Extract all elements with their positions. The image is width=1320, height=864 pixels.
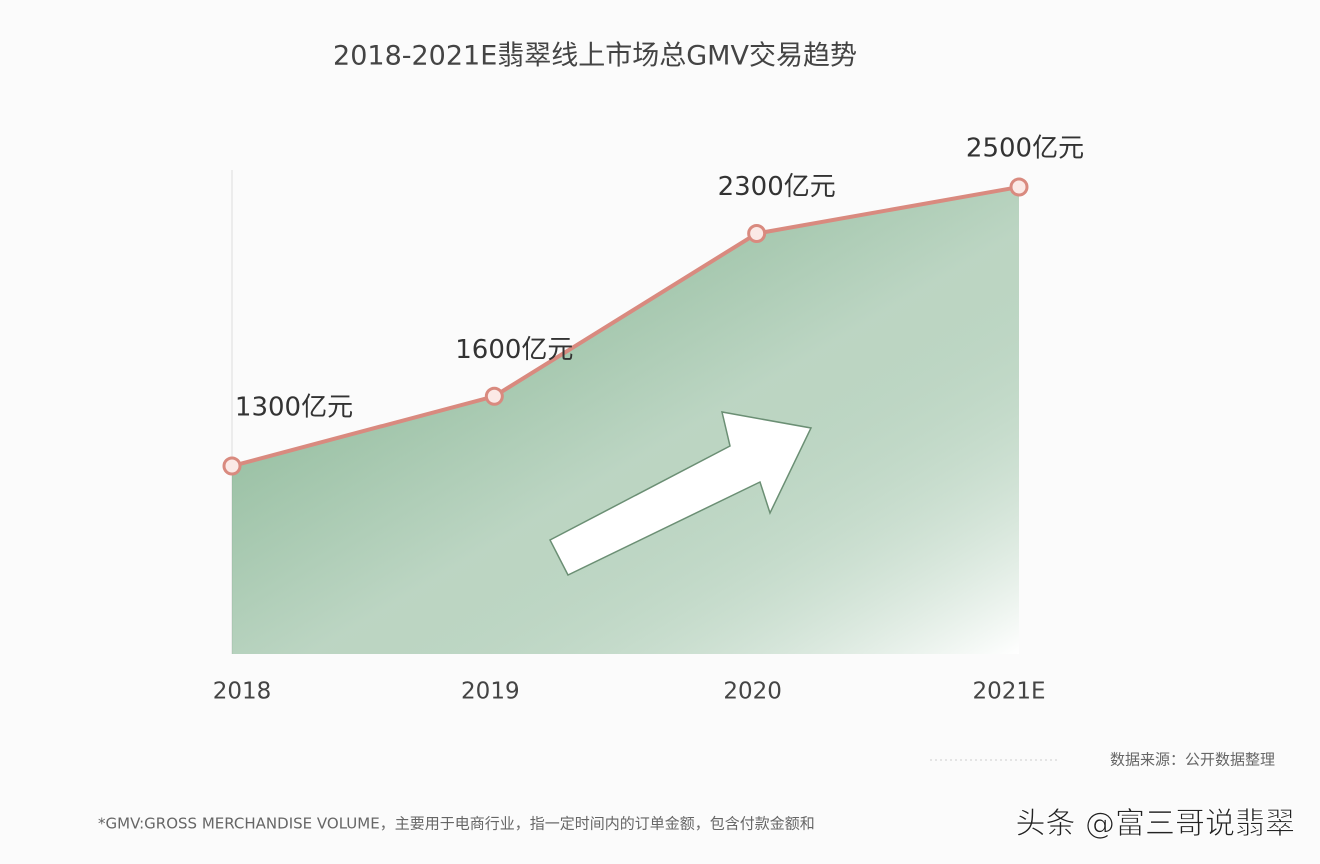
x-tick-label: 2018 [213,679,272,705]
x-tick-label: 2020 [723,679,782,705]
trend-arrow [548,411,813,576]
point [1009,177,1029,197]
source: 数据来源：公开数据整理 [1110,751,1275,769]
x-tick-label: 2021E [972,679,1045,705]
chart-title: 2018-2021E翡翠线上市场总GMV交易趋势 [333,41,857,72]
point [222,456,242,476]
data-label: 2300亿元 [718,172,836,202]
x-tick-label: 2019 [461,679,520,705]
data-label: 2500亿元 [966,134,1084,164]
area [232,187,1019,654]
data-label: 1300亿元 [235,393,353,423]
plot-area: 1300亿元 2018 1600亿元 2019 2300亿元 2020 2500亿元 2021… [213,134,1084,705]
point [484,386,504,406]
point [747,224,767,243]
line [231,185,1020,468]
watermark-bg [980,800,1300,850]
footnote: *GMV:GROSS MERCHANDISE VOLUME，主要用于电商行业，指… [98,815,815,833]
watermark: 头条 @富三哥说翡翠 [1015,807,1295,842]
data-label: 1600亿元 [455,335,573,365]
